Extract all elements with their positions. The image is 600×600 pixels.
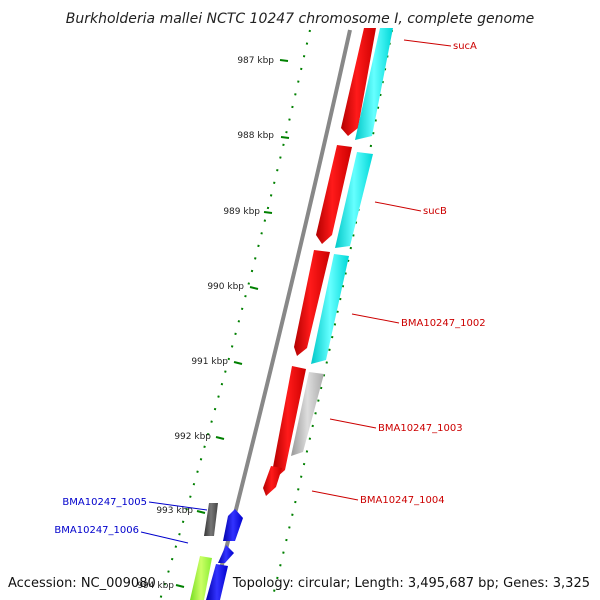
kbp-label: 988 kbp bbox=[237, 131, 274, 141]
gene-labels: sucA sucB BMA10247_1002 BMA10247_1003 BM… bbox=[54, 41, 485, 536]
tick-ring-inner bbox=[159, 29, 311, 600]
gene-BMA10247_1003-rev-feature[interactable] bbox=[291, 372, 324, 456]
kbp-label: 990 kbp bbox=[207, 282, 244, 292]
accession-text: Accession: NC_009080 bbox=[8, 576, 156, 591]
gene-label-BMA10247_1002[interactable]: BMA10247_1002 bbox=[401, 318, 486, 329]
kbp-label: 989 kbp bbox=[223, 207, 260, 217]
kbp-label: 994 kbp bbox=[137, 581, 174, 591]
gene-label-BMA10247_1004[interactable]: BMA10247_1004 bbox=[360, 495, 445, 506]
kbp-label: 993 kbp bbox=[156, 506, 193, 516]
gene-BMA10247_1002-feature[interactable] bbox=[294, 250, 330, 356]
kbp-ticks bbox=[175, 59, 290, 588]
kbp-label: 992 kbp bbox=[174, 432, 211, 442]
callout-lines bbox=[140, 39, 452, 544]
gene-sucA-feature[interactable] bbox=[341, 28, 376, 136]
gene-BMA10247_1002-rev-feature[interactable] bbox=[311, 254, 349, 364]
blue-cds-feature-2[interactable] bbox=[206, 564, 228, 600]
gene-label-BMA10247_1006[interactable]: BMA10247_1006 bbox=[54, 525, 139, 536]
blue-cds-feature[interactable] bbox=[218, 545, 234, 563]
gene-label-sucB[interactable]: sucB bbox=[423, 206, 447, 217]
gene-BMA10247_1003-feature[interactable] bbox=[273, 366, 306, 477]
kbp-label: 987 kbp bbox=[237, 56, 274, 66]
gene-label-BMA10247_1003[interactable]: BMA10247_1003 bbox=[378, 423, 463, 434]
gene-sucA-rev-feature[interactable] bbox=[355, 28, 393, 140]
kbp-label: 991 kbp bbox=[191, 357, 228, 367]
map-title: Burkholderia mallei NCTC 10247 chromosom… bbox=[66, 11, 535, 27]
gene-label-BMA10247_1005[interactable]: BMA10247_1005 bbox=[62, 497, 147, 508]
kbp-labels: 987 kbp 988 kbp 989 kbp 990 kbp 991 kbp … bbox=[137, 56, 274, 591]
gene-sucB-rev-feature[interactable] bbox=[335, 152, 373, 248]
genome-summary-text: Topology: circular; Length: 3,495,687 bp… bbox=[232, 576, 590, 591]
gene-sucB-feature[interactable] bbox=[316, 145, 352, 244]
gene-label-sucA[interactable]: sucA bbox=[453, 41, 477, 52]
green-cds-feature[interactable] bbox=[190, 556, 212, 600]
gene-BMA10247_1005-feature[interactable] bbox=[204, 503, 218, 536]
gene-BMA10247_1004-feature[interactable] bbox=[263, 466, 282, 496]
gene-BMA10247_1006-feature[interactable] bbox=[223, 509, 243, 541]
